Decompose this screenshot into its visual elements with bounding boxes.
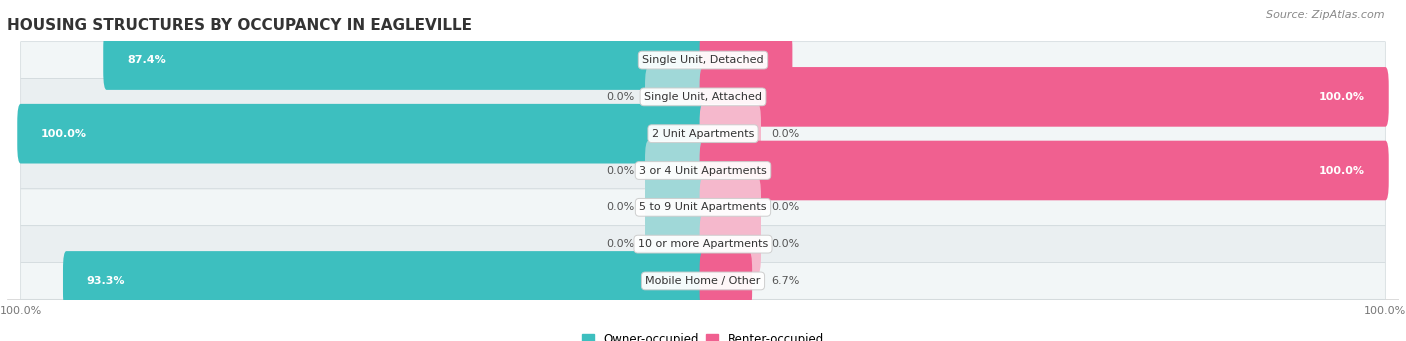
FancyBboxPatch shape — [700, 67, 1389, 127]
FancyBboxPatch shape — [700, 141, 1389, 200]
Text: 87.4%: 87.4% — [127, 55, 166, 65]
FancyBboxPatch shape — [21, 42, 1385, 78]
FancyBboxPatch shape — [645, 178, 706, 237]
FancyBboxPatch shape — [17, 104, 706, 163]
Text: 100.0%: 100.0% — [1319, 92, 1365, 102]
Text: Single Unit, Detached: Single Unit, Detached — [643, 55, 763, 65]
Text: Mobile Home / Other: Mobile Home / Other — [645, 276, 761, 286]
Text: 0.0%: 0.0% — [606, 202, 634, 212]
FancyBboxPatch shape — [21, 152, 1385, 189]
FancyBboxPatch shape — [103, 30, 706, 90]
Text: 93.3%: 93.3% — [87, 276, 125, 286]
FancyBboxPatch shape — [700, 30, 793, 90]
Text: 12.6%: 12.6% — [730, 55, 769, 65]
FancyBboxPatch shape — [21, 189, 1385, 226]
FancyBboxPatch shape — [645, 214, 706, 274]
FancyBboxPatch shape — [645, 67, 706, 127]
FancyBboxPatch shape — [21, 78, 1385, 115]
FancyBboxPatch shape — [700, 251, 752, 311]
FancyBboxPatch shape — [21, 263, 1385, 299]
FancyBboxPatch shape — [21, 115, 1385, 152]
Text: 0.0%: 0.0% — [772, 129, 800, 139]
Text: 0.0%: 0.0% — [606, 239, 634, 249]
Text: 3 or 4 Unit Apartments: 3 or 4 Unit Apartments — [640, 165, 766, 176]
Legend: Owner-occupied, Renter-occupied: Owner-occupied, Renter-occupied — [578, 329, 828, 341]
FancyBboxPatch shape — [21, 226, 1385, 263]
FancyBboxPatch shape — [645, 141, 706, 200]
Text: 100.0%: 100.0% — [41, 129, 87, 139]
Text: 0.0%: 0.0% — [606, 92, 634, 102]
Text: 2 Unit Apartments: 2 Unit Apartments — [652, 129, 754, 139]
Text: 10 or more Apartments: 10 or more Apartments — [638, 239, 768, 249]
FancyBboxPatch shape — [700, 178, 761, 237]
Text: 6.7%: 6.7% — [772, 276, 800, 286]
FancyBboxPatch shape — [700, 214, 761, 274]
Text: HOUSING STRUCTURES BY OCCUPANCY IN EAGLEVILLE: HOUSING STRUCTURES BY OCCUPANCY IN EAGLE… — [7, 18, 472, 33]
Text: 100.0%: 100.0% — [1319, 165, 1365, 176]
Text: 5 to 9 Unit Apartments: 5 to 9 Unit Apartments — [640, 202, 766, 212]
Text: 0.0%: 0.0% — [772, 239, 800, 249]
FancyBboxPatch shape — [63, 251, 706, 311]
Text: Source: ZipAtlas.com: Source: ZipAtlas.com — [1267, 10, 1385, 20]
Text: 0.0%: 0.0% — [772, 202, 800, 212]
FancyBboxPatch shape — [700, 104, 761, 163]
Text: 0.0%: 0.0% — [606, 165, 634, 176]
Text: Single Unit, Attached: Single Unit, Attached — [644, 92, 762, 102]
